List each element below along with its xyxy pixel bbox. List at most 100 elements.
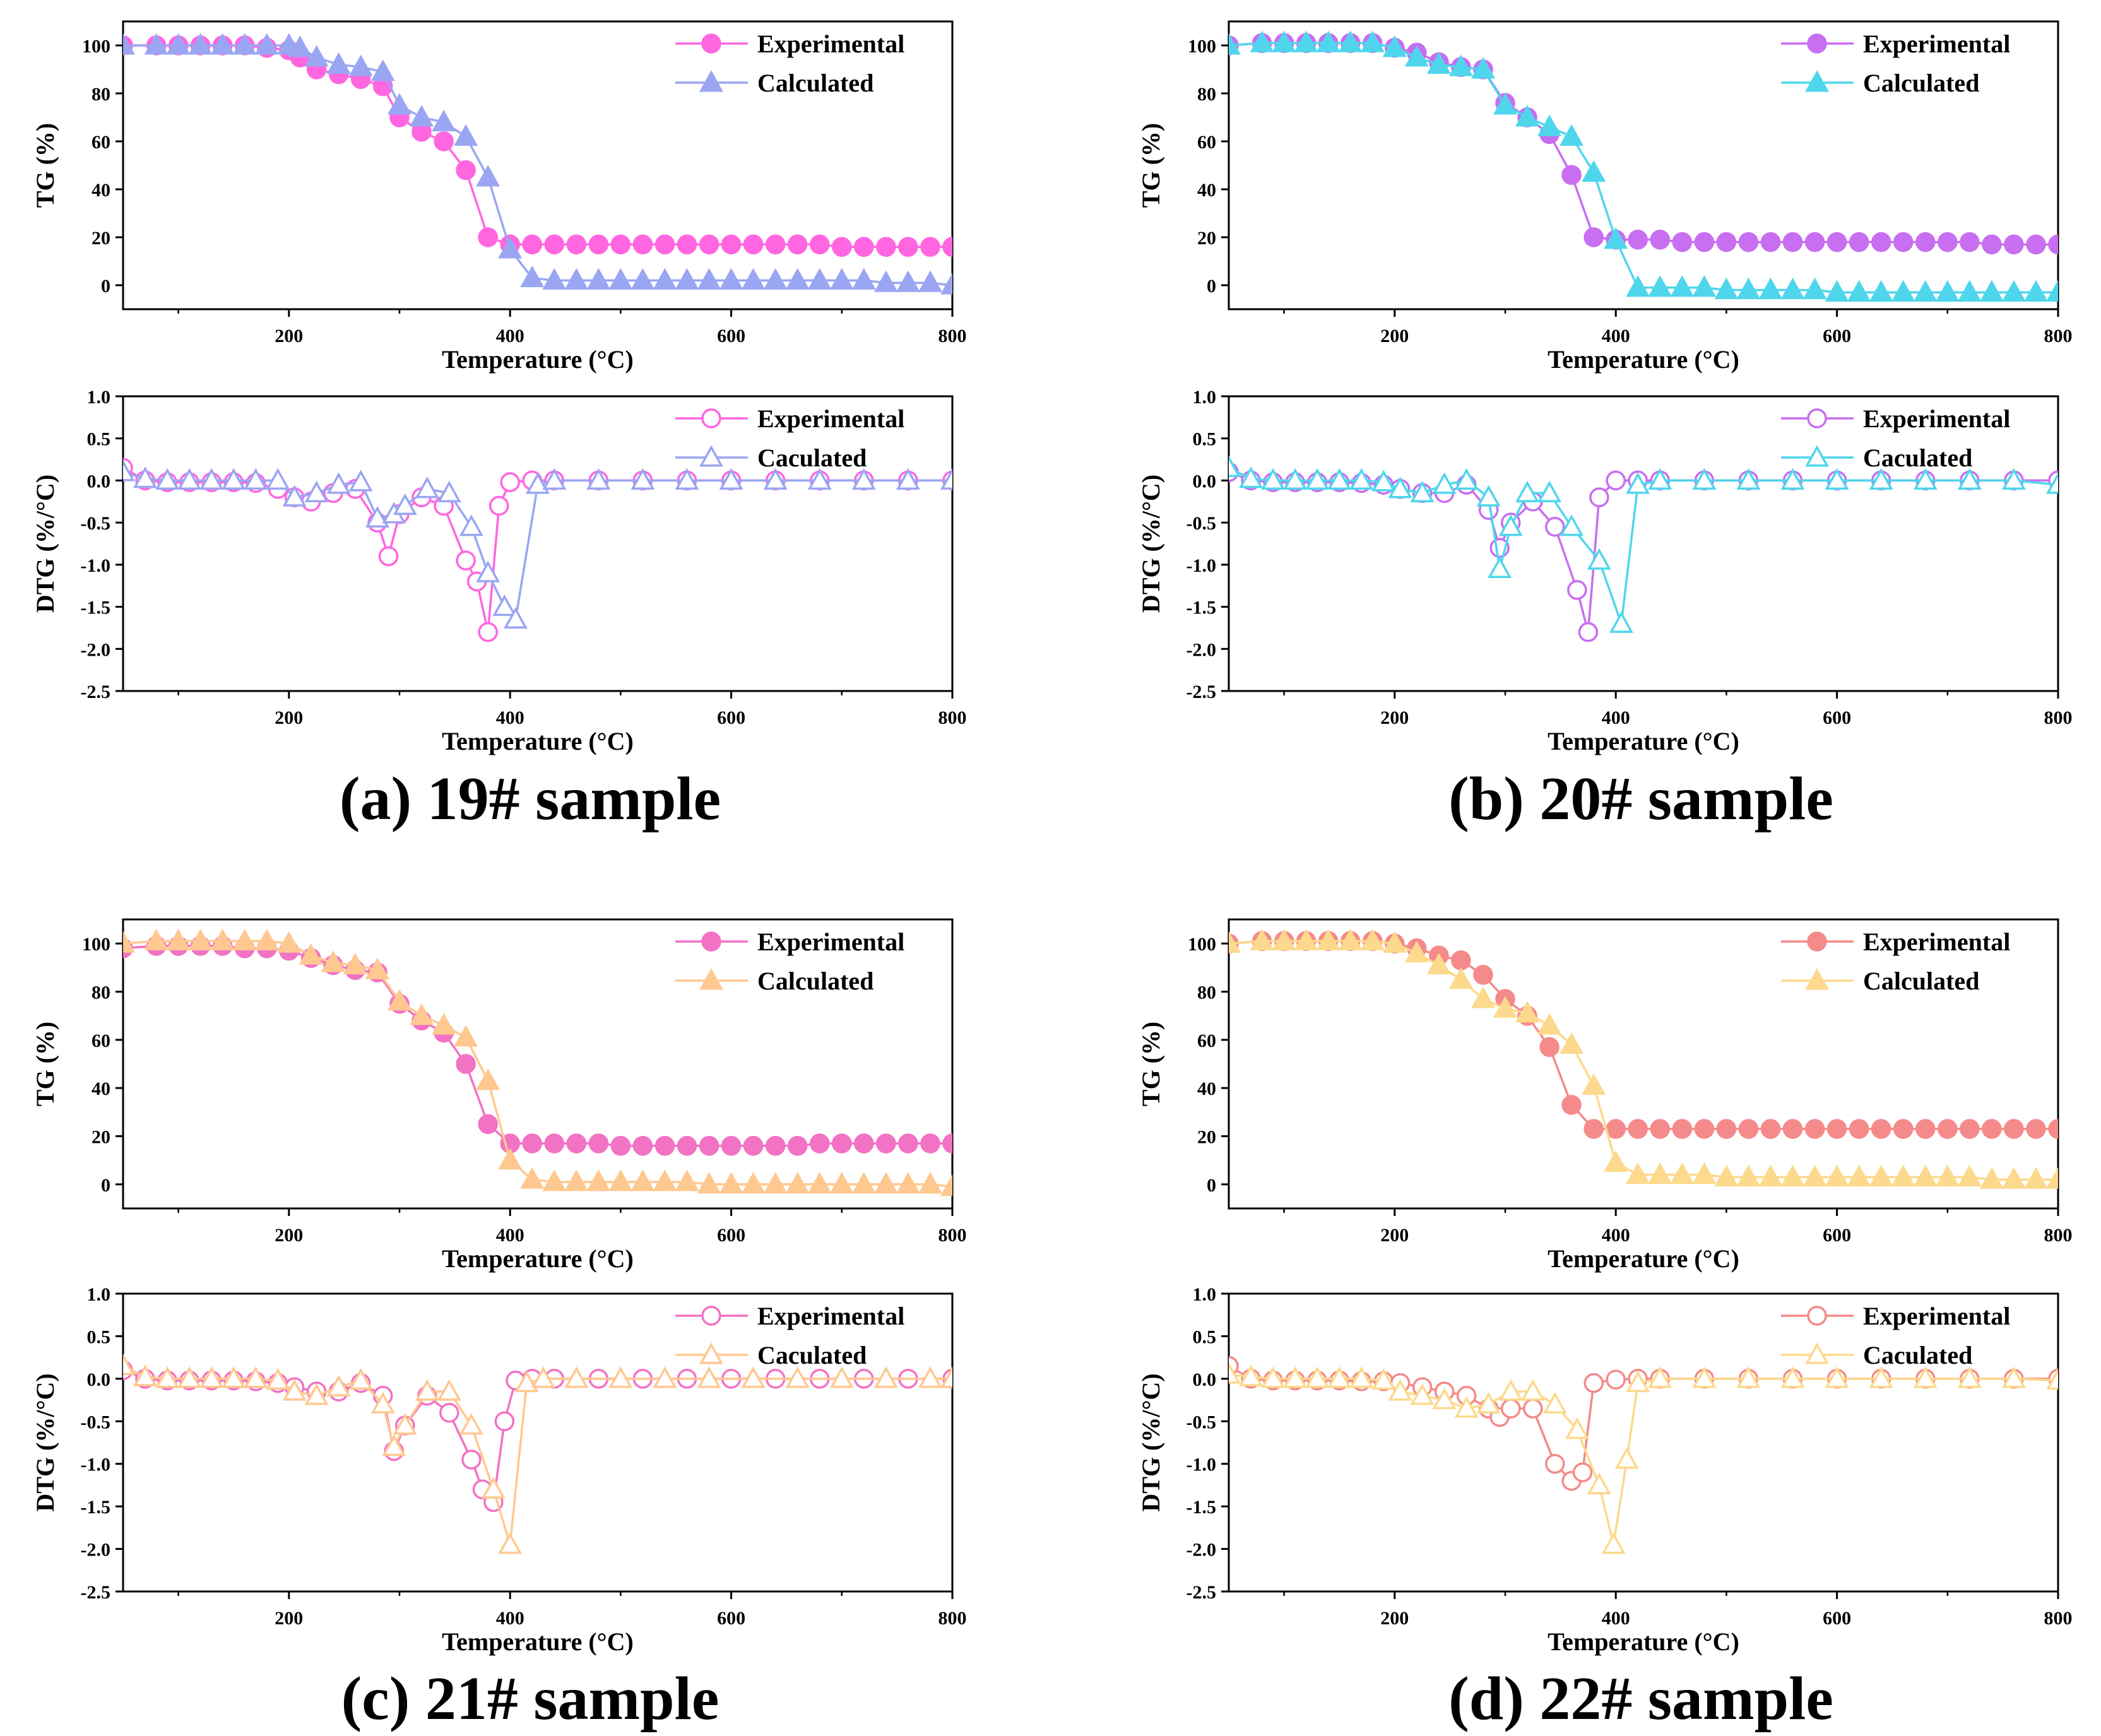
calculated-point xyxy=(188,928,213,950)
legend-point xyxy=(1805,70,1829,92)
x-tick-label: 600 xyxy=(717,1225,745,1246)
experimental-point xyxy=(743,234,764,255)
calculated-point xyxy=(1493,93,1517,115)
panel-c-tg-frame xyxy=(122,918,954,1210)
calculated-point xyxy=(1736,277,1761,300)
panel-d-dtg: 200 400 600 800 1.0 0.5 0.0 -0.5 -1.0 -1.5 -2.0 -2.… xyxy=(1137,1284,2073,1656)
experimental-point xyxy=(1804,1119,1825,1139)
calculated-point xyxy=(155,468,180,490)
legend-point xyxy=(1807,1306,1827,1326)
calculated-point xyxy=(1913,1366,1938,1388)
legend-entry-experimental: Experimental xyxy=(1781,928,2010,956)
calculated-point xyxy=(829,268,854,290)
calculated-point xyxy=(1692,1366,1717,1388)
calculated-point xyxy=(1410,480,1435,502)
experimental-point xyxy=(494,1411,515,1432)
x-tick-label: 800 xyxy=(938,326,967,346)
experimental-point xyxy=(478,622,498,642)
calculated-point xyxy=(1371,469,1396,492)
calculated-point xyxy=(1979,1167,2004,1189)
calculated-point xyxy=(1349,468,1374,490)
calculated-point xyxy=(1261,468,1286,490)
calculated-point xyxy=(1604,1150,1628,1172)
series-calculated-line xyxy=(123,1365,952,1546)
x-tick-label: 200 xyxy=(275,707,303,728)
legend-label: Caculated xyxy=(757,444,867,472)
calculated-point xyxy=(586,1169,611,1191)
calculated-point xyxy=(166,928,191,950)
calculated-point xyxy=(1825,468,1849,490)
y-tick-label: 80 xyxy=(92,983,110,1003)
legend-entry-experimental: Experimental xyxy=(675,1302,904,1330)
experimental-point xyxy=(1804,232,1825,252)
calculated-point xyxy=(1229,1362,1241,1384)
calculated-point xyxy=(1587,548,1611,570)
calculated-point xyxy=(851,468,876,490)
experimental-point xyxy=(378,546,399,567)
calculated-point xyxy=(2001,280,2026,302)
legend-label: Experimental xyxy=(757,928,904,956)
y-axis-label: TG (%) xyxy=(31,123,59,208)
calculated-point xyxy=(2046,1167,2058,1189)
calculated-point xyxy=(133,1364,157,1386)
calculated-point xyxy=(166,33,191,55)
calculated-point xyxy=(1338,928,1363,950)
calculated-point xyxy=(940,273,952,295)
calculated-point xyxy=(564,1366,589,1388)
calculated-point xyxy=(829,1366,854,1388)
calculated-point xyxy=(520,1167,545,1189)
calculated-point xyxy=(1670,1162,1695,1184)
experimental-point xyxy=(1782,1119,1803,1139)
calculated-point xyxy=(1626,472,1650,494)
calculated-point xyxy=(1626,1162,1650,1184)
legend-point xyxy=(699,70,723,92)
calculated-point xyxy=(1802,1164,1827,1186)
calculated-point xyxy=(1780,468,1805,490)
y-tick-label: 0.5 xyxy=(1193,429,1217,450)
calculated-point xyxy=(1692,1162,1717,1184)
panel-c-dtg: 200 400 600 800 1.0 0.5 0.0 -0.5 -1.0 -1.5 -2.0 -2.… xyxy=(31,1284,967,1656)
calculated-point xyxy=(1476,485,1501,507)
calculated-point xyxy=(1614,1447,1639,1469)
experimental-point xyxy=(1694,1119,1715,1139)
x-tick-label: 600 xyxy=(1823,1608,1851,1629)
experimental-point xyxy=(1451,950,1471,971)
y-axis-label: TG (%) xyxy=(1137,123,1165,208)
calculated-point xyxy=(763,1172,788,1194)
experimental-point xyxy=(610,234,631,255)
calculated-point xyxy=(348,469,373,492)
y-tick-label: 100 xyxy=(1188,934,1216,955)
experimental-point xyxy=(1694,232,1715,252)
calculated-point xyxy=(1714,1164,1739,1186)
calculated-point xyxy=(498,1148,523,1170)
experimental-point xyxy=(456,1054,476,1074)
calculated-point xyxy=(1471,57,1495,79)
legend-point xyxy=(1807,408,1827,428)
calculated-point xyxy=(697,1172,721,1194)
experimental-point xyxy=(1583,1119,1604,1139)
panel-d-dtg-frame xyxy=(1228,1292,2059,1593)
panel-d-tg-frame xyxy=(1228,918,2059,1210)
calculated-point xyxy=(1825,1366,1849,1388)
calculated-point xyxy=(1714,277,1739,300)
calculated-point xyxy=(1498,1379,1523,1401)
experimental-point xyxy=(2026,1119,2046,1139)
experimental-point xyxy=(1938,1119,1958,1139)
calculated-point xyxy=(630,268,655,290)
calculated-point xyxy=(504,606,528,629)
y-tick-label: -1.0 xyxy=(81,555,111,576)
calculated-point xyxy=(1294,30,1318,52)
x-tick-label: 800 xyxy=(2044,1225,2073,1246)
calculated-point xyxy=(1979,280,2004,302)
calculated-point xyxy=(144,33,169,55)
calculated-point xyxy=(1272,30,1296,52)
calculated-point xyxy=(454,124,478,146)
calculated-point xyxy=(454,1025,478,1047)
calculated-point xyxy=(476,165,500,187)
y-axis-label: TG (%) xyxy=(1137,1022,1165,1106)
experimental-point xyxy=(942,237,952,257)
calculated-point xyxy=(326,472,351,494)
x-tick-label: 200 xyxy=(1380,1225,1409,1246)
calculated-point xyxy=(254,33,279,55)
